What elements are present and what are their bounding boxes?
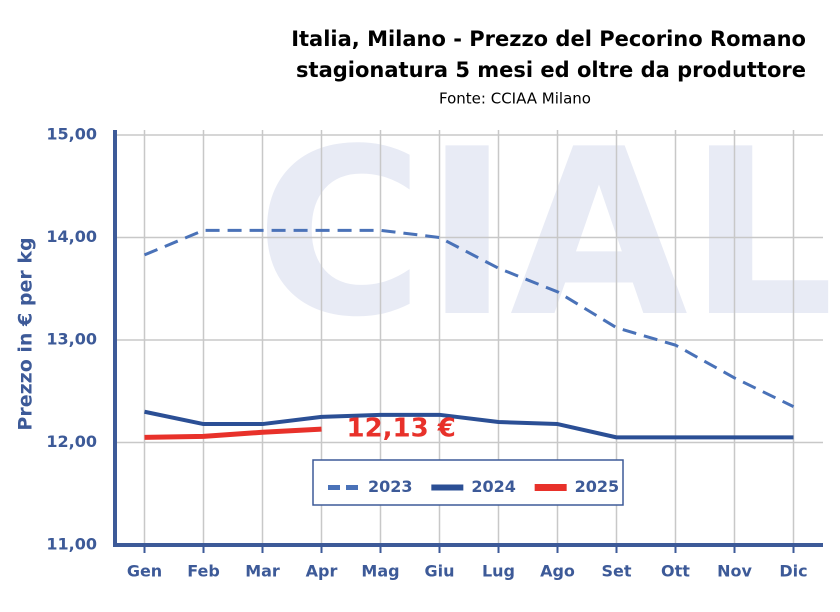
legend-box	[312, 459, 624, 506]
y-tick-label: 11,00	[46, 535, 97, 554]
series-line	[143, 228, 795, 408]
x-tick-label: Lug	[482, 562, 515, 581]
x-tick-label: Ago	[540, 562, 575, 581]
y-tick-label: 13,00	[46, 330, 97, 349]
legend-label: 2025	[575, 477, 620, 496]
y-tick-label: 12,00	[46, 432, 97, 451]
x-tick-label: Dic	[779, 562, 807, 581]
series-line	[144, 409, 794, 440]
y-axis-label: Prezzo in € per kg	[15, 237, 37, 430]
x-tick-label: Nov	[717, 562, 752, 581]
x-tick-label: Mag	[361, 562, 399, 581]
value-label: 12,13 €	[347, 414, 456, 444]
chart-title: Italia, Milano - Prezzo del Pecorino Rom…	[291, 27, 806, 51]
watermark: CIAL	[256, 101, 835, 368]
legend-label: 2024	[471, 477, 516, 496]
y-tick-label: 15,00	[46, 125, 97, 144]
x-tick-label: Mar	[245, 562, 280, 581]
chart-subtitle: Fonte: CCIAA Milano	[439, 90, 591, 108]
y-tick-label: 14,00	[46, 227, 97, 246]
series-line	[144, 426, 322, 440]
x-tick-label: Giu	[424, 562, 454, 581]
x-tick-label: Set	[601, 562, 631, 581]
x-tick-label: Gen	[127, 562, 162, 581]
x-tick-label: Ott	[661, 562, 690, 581]
legend-label: 2023	[368, 477, 413, 496]
x-tick-label: Apr	[306, 562, 338, 581]
x-tick-label: Feb	[187, 562, 220, 581]
chart-title: stagionatura 5 mesi ed oltre da produtto…	[296, 58, 806, 82]
